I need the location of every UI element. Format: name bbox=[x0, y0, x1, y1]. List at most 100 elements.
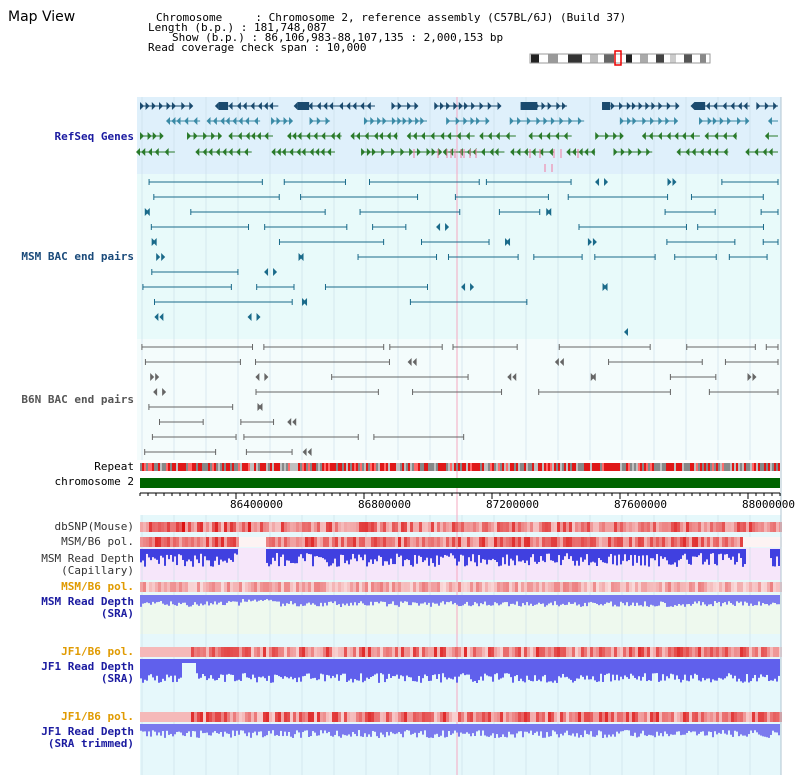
repeat-block bbox=[522, 463, 524, 471]
jf1-pol2-cell bbox=[467, 712, 470, 722]
msm-pol-cell bbox=[596, 537, 599, 547]
jf1-trim-depth-bar bbox=[520, 724, 522, 732]
msm-sra-depth-bar bbox=[246, 595, 248, 602]
capillary-depth-bar bbox=[630, 549, 632, 556]
capillary-depth-bar bbox=[742, 549, 744, 567]
dbsnp-cell bbox=[596, 522, 599, 532]
gene-arrow bbox=[722, 102, 727, 110]
dbsnp-cell bbox=[632, 522, 635, 532]
repeat-block bbox=[514, 463, 516, 471]
gene-arrow bbox=[446, 117, 451, 125]
msm-pol2-cell bbox=[593, 582, 596, 592]
gene-arrow bbox=[674, 132, 679, 140]
msm-sra-depth-bar bbox=[492, 595, 494, 606]
repeat-block bbox=[214, 463, 216, 471]
jf1-pol2-cell bbox=[302, 712, 305, 722]
gene-arrow bbox=[762, 148, 767, 156]
jf1-sra-depth-bar bbox=[416, 659, 418, 682]
jf1-sra-depth-bar bbox=[524, 659, 526, 683]
repeat-block bbox=[566, 463, 568, 471]
msm-pol-cell bbox=[263, 537, 266, 547]
gene-arrow bbox=[289, 148, 294, 156]
repeat-block bbox=[348, 463, 350, 471]
repeat-block bbox=[438, 463, 440, 471]
jf1-pol2-cell bbox=[209, 712, 212, 722]
jf1-pol2-cell bbox=[227, 712, 230, 722]
jf1-pol2-cell bbox=[164, 712, 167, 722]
chromosome-label: chromosome 2 bbox=[54, 475, 134, 488]
gene-arrow bbox=[650, 117, 655, 125]
msm-sra-depth-bar bbox=[602, 595, 604, 606]
capillary-depth-bar bbox=[694, 549, 696, 557]
msm-sra-depth-bar bbox=[464, 595, 466, 604]
msm-pol-cell bbox=[470, 537, 473, 547]
repeat-block bbox=[236, 463, 238, 471]
jf1-sra-depth-bar bbox=[434, 659, 436, 675]
repeat-block bbox=[416, 463, 418, 471]
jf1-trim-depth-bar bbox=[660, 724, 662, 734]
jf1-trim-depth-bar bbox=[142, 724, 144, 732]
jf1-sra-depth-bar bbox=[722, 659, 724, 680]
repeat-block bbox=[222, 463, 224, 471]
jf1-sra-depth-bar bbox=[152, 659, 154, 678]
msm-sra-depth-bar bbox=[518, 595, 520, 606]
jf1-pol2-cell bbox=[599, 712, 602, 722]
jf1-trim-depth-bar bbox=[434, 724, 436, 735]
repeat-block bbox=[312, 463, 314, 471]
jf1-pol-cell bbox=[626, 647, 629, 657]
msm-sra-depth-bar bbox=[610, 595, 612, 602]
jf1-pol2-cell bbox=[689, 712, 692, 722]
gene-arrow bbox=[381, 148, 386, 156]
jf1-sra-depth-bar bbox=[552, 659, 554, 683]
dbsnp-cell bbox=[164, 522, 167, 532]
jf1-pol2-cell bbox=[479, 712, 482, 722]
msm-sra-depth-bar bbox=[728, 595, 730, 602]
jf1-trim-depth-bar bbox=[248, 724, 250, 733]
gene-arrow bbox=[391, 117, 396, 125]
msm-sra-depth-bar bbox=[446, 595, 448, 602]
msm-sra-depth-bar bbox=[412, 595, 414, 603]
msm-sra-depth-bar bbox=[504, 595, 506, 603]
jf1-trim-depth-bar bbox=[648, 724, 650, 735]
jf1-pol-cell bbox=[383, 647, 386, 657]
repeat-block bbox=[162, 463, 164, 471]
msm-pol-cell bbox=[542, 537, 545, 547]
jf1-pol-cell bbox=[599, 647, 602, 657]
axis-tick-label: 87200000 bbox=[486, 498, 539, 511]
gene-arrow bbox=[470, 117, 475, 125]
repeat-block bbox=[306, 463, 308, 471]
msm-sra-depth-bar bbox=[304, 595, 306, 606]
jf1-pol-cell bbox=[410, 647, 413, 657]
jf1-pol-cell bbox=[344, 647, 347, 657]
repeat-block bbox=[556, 463, 558, 471]
jf1-pol2-cell bbox=[428, 712, 431, 722]
gene-arrow bbox=[316, 117, 321, 125]
jf1-pol2-cell bbox=[266, 712, 269, 722]
msm-pol-cell bbox=[620, 537, 623, 547]
jf1-pol2-cell bbox=[701, 712, 704, 722]
repeat-block bbox=[270, 463, 272, 471]
repeat-block bbox=[426, 463, 428, 471]
jf1-pol-cell bbox=[683, 647, 686, 657]
jf1-sra-depth-bar bbox=[758, 659, 760, 678]
repeat-block bbox=[494, 463, 496, 471]
msm-pol2-cell bbox=[200, 582, 203, 592]
repeat-block bbox=[358, 463, 360, 471]
jf1-sra-depth-bar bbox=[470, 659, 472, 680]
jf1-sra-depth-bar bbox=[506, 659, 508, 674]
jf1-sra-depth-bar bbox=[374, 659, 376, 675]
repeat-block bbox=[298, 463, 300, 471]
jf1-sra-depth-bar bbox=[438, 659, 440, 675]
dbsnp-cell bbox=[512, 522, 515, 532]
gene-arrow bbox=[539, 148, 544, 156]
jf1-trim-depth-bar bbox=[236, 724, 238, 731]
capillary-depth-bar bbox=[226, 549, 228, 563]
gene-arrow bbox=[619, 102, 624, 110]
bac-arrow bbox=[624, 328, 628, 336]
jf1-sra-depth-bar bbox=[514, 659, 516, 677]
jf1-sra-depth-bar bbox=[696, 659, 698, 675]
dbsnp-cell bbox=[398, 522, 401, 532]
capillary-depth-bar bbox=[316, 549, 318, 557]
msm-pol-cell bbox=[635, 537, 638, 547]
